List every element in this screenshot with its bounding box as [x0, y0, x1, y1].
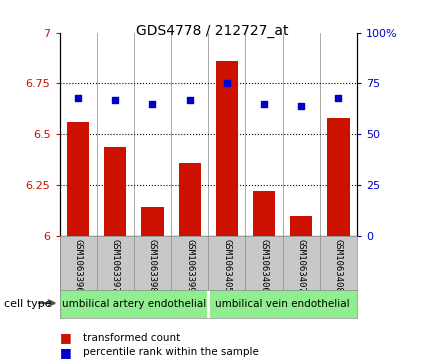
- Text: GSM1063396: GSM1063396: [74, 239, 82, 293]
- Text: GSM1063397: GSM1063397: [111, 239, 120, 293]
- Bar: [67, 122, 89, 236]
- Point: [335, 95, 342, 101]
- Bar: [141, 208, 164, 236]
- Text: transformed count: transformed count: [83, 333, 180, 343]
- Text: cell type: cell type: [4, 299, 52, 309]
- Text: GSM1063399: GSM1063399: [185, 239, 194, 293]
- Text: GSM1063408: GSM1063408: [334, 239, 343, 293]
- Point: [298, 103, 305, 109]
- Text: umbilical artery endothelial: umbilical artery endothelial: [62, 299, 206, 309]
- Bar: [178, 163, 201, 236]
- Point: [261, 101, 267, 107]
- Text: percentile rank within the sample: percentile rank within the sample: [83, 347, 259, 357]
- Text: GSM1063405: GSM1063405: [222, 239, 231, 293]
- Text: GSM1063407: GSM1063407: [297, 239, 306, 293]
- Bar: [327, 118, 349, 236]
- Text: umbilical vein endothelial: umbilical vein endothelial: [215, 299, 350, 309]
- Point: [112, 97, 119, 103]
- Bar: [253, 191, 275, 236]
- Text: GDS4778 / 212727_at: GDS4778 / 212727_at: [136, 24, 289, 38]
- Point: [75, 95, 82, 101]
- Point: [186, 97, 193, 103]
- Text: ■: ■: [60, 346, 71, 359]
- Text: ■: ■: [60, 331, 71, 344]
- Bar: [290, 216, 312, 236]
- Text: GSM1063398: GSM1063398: [148, 239, 157, 293]
- Point: [149, 101, 156, 107]
- Text: GSM1063406: GSM1063406: [260, 239, 269, 293]
- Bar: [104, 147, 127, 236]
- Bar: [215, 61, 238, 236]
- Point: [224, 81, 230, 86]
